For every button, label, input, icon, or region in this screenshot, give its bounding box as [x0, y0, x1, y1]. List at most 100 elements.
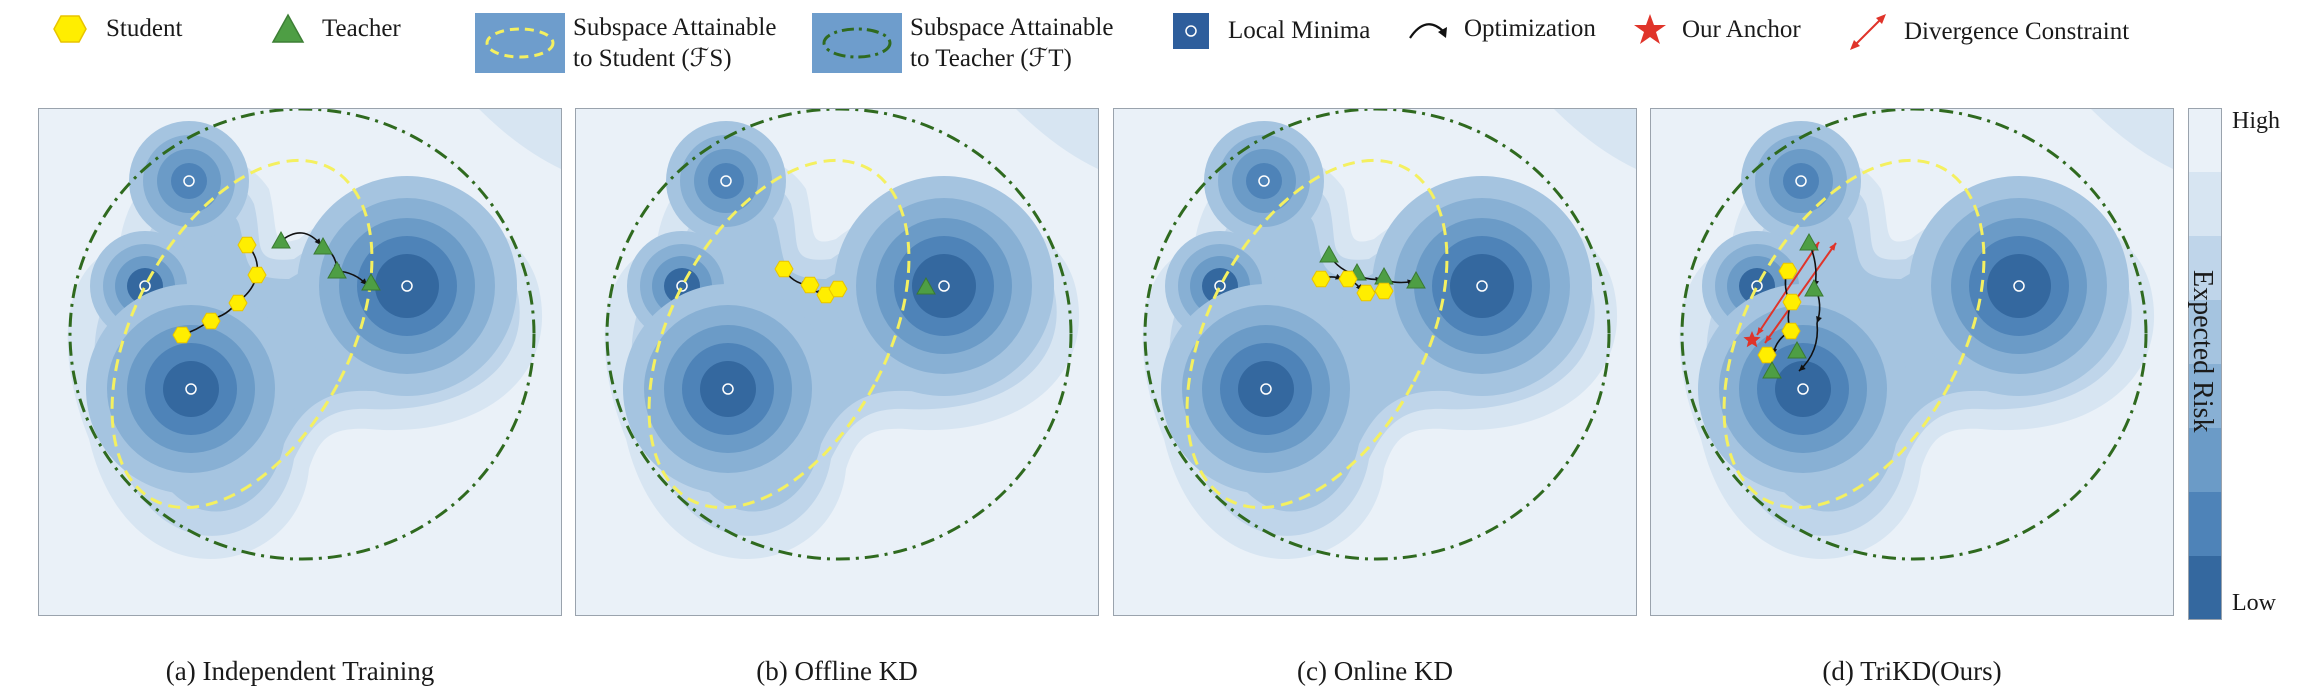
panel-offline-kd: (b) Offline KD [575, 108, 1099, 686]
subspace-student-line2: to Student (ℱS) [573, 45, 732, 72]
risk-landscape [1114, 109, 1636, 615]
legend-local-minima-label: Local Minima [1228, 17, 1371, 44]
panel-caption: (b) Offline KD [756, 656, 918, 686]
student-marker [1338, 270, 1358, 288]
teacher-triangle-icon [271, 13, 305, 43]
student-marker [172, 326, 192, 344]
subspace-teacher-icon [812, 13, 902, 73]
divergence-arrowhead [1757, 327, 1764, 335]
risk-landscape-frame [1650, 108, 2174, 616]
colorbar-high-label: High [2232, 108, 2280, 134]
local-minimum-marker [185, 383, 197, 395]
legend-divergence: Divergence Constraint [1846, 12, 2129, 52]
student-marker [1311, 270, 1331, 288]
panel-caption: (d) TriKD(Ours) [1822, 656, 2002, 686]
risk-contour [1238, 361, 1294, 417]
student-subspace-boundary [647, 158, 911, 510]
student-marker [828, 280, 848, 298]
student-hexagon-icon [53, 15, 87, 43]
risk-contour [708, 163, 744, 199]
legend: Student Teacher Subspace Attainable to S… [0, 0, 2300, 90]
local-minimum-marker [722, 383, 734, 395]
teacher-marker [271, 230, 291, 249]
local-minimum-marker [938, 280, 950, 292]
risk-contour [912, 254, 976, 318]
student-subspace-boundary [110, 158, 374, 510]
student-marker [247, 266, 267, 284]
colorbar-band [2188, 492, 2222, 556]
divergence-constraint [1764, 242, 1837, 344]
colorbar-frame [2188, 108, 2222, 620]
colorbar-band [2188, 172, 2222, 236]
local-minimum-marker [1751, 280, 1763, 292]
panel-caption: (c) Online KD [1297, 656, 1453, 686]
subspace-teacher-line2: to Teacher (ℱT) [910, 45, 1072, 72]
corner-contour [2091, 109, 2173, 169]
local-minimum-marker [1214, 280, 1226, 292]
risk-landscape [576, 109, 1098, 615]
teacher-subspace-boundary [1143, 109, 1611, 561]
student-marker [1757, 346, 1777, 364]
risk-landscape [39, 109, 561, 615]
teacher-marker [1799, 232, 1819, 251]
risk-contour [1987, 254, 2051, 318]
teacher-marker [1406, 270, 1426, 289]
panel-trikd: (d) TriKD(Ours) [1650, 108, 2174, 686]
risk-contour [1775, 361, 1831, 417]
student-marker [1356, 284, 1376, 302]
student-marker [1374, 282, 1394, 300]
legend-student-label: Student [106, 15, 183, 42]
panel-caption: (a) Independent Training [165, 656, 435, 686]
risk-contour [1783, 163, 1819, 199]
optimization-arrow-icon [1409, 23, 1447, 39]
teacher-marker [361, 272, 381, 291]
risk-contour [700, 361, 756, 417]
colorbar-band [2188, 364, 2222, 428]
student-marker [800, 276, 820, 294]
risk-contour [163, 361, 219, 417]
local-minimum-marker [720, 175, 732, 187]
teacher-marker [1787, 340, 1807, 359]
legend-local-minima: Local Minima [1172, 12, 1370, 50]
risk-landscape-frame [575, 108, 1099, 616]
colorbar-band [2188, 428, 2222, 492]
legend-subspace-student: Subspace Attainable to Student (ℱS) [475, 12, 776, 74]
teacher-subspace-boundary [1680, 109, 2148, 561]
divergence-arrow-icon [1850, 14, 1886, 50]
teacher-subspace-boundary [68, 109, 536, 561]
subspace-teacher-line1: Subspace Attainable [910, 14, 1114, 41]
colorbar-band [2188, 236, 2222, 300]
legend-optimization: Optimization [1406, 12, 1596, 46]
local-minimum-marker [1476, 280, 1488, 292]
corner-contour [1016, 109, 1098, 169]
risk-contour [1246, 163, 1282, 199]
optimization-arrowhead [1799, 364, 1806, 371]
legend-divergence-label: Divergence Constraint [1904, 18, 2130, 45]
teacher-marker [916, 276, 936, 295]
anchor-star-icon [1634, 14, 1666, 44]
legend-anchor: Our Anchor [1632, 12, 1801, 48]
student-marker [1781, 322, 1801, 340]
student-marker [228, 294, 248, 312]
colorbar-band [2188, 108, 2222, 172]
risk-landscape [1651, 109, 2173, 615]
student-marker [201, 312, 221, 330]
teacher-marker [313, 236, 333, 255]
local-minimum-marker [2013, 280, 2025, 292]
local-minimum-marker [1258, 175, 1270, 187]
subspace-student-line1: Subspace Attainable [573, 14, 777, 41]
risk-landscape-frame [1113, 108, 1637, 616]
local-minima-icon [1173, 13, 1209, 49]
risk-colorbar [2188, 108, 2222, 620]
legend-teacher-label: Teacher [322, 15, 401, 42]
panel-independent-training: (a) Independent Training [38, 108, 562, 686]
student-marker [237, 236, 257, 254]
local-minimum-marker [1795, 175, 1807, 187]
colorbar-band [2188, 556, 2222, 620]
teacher-marker [1319, 244, 1339, 263]
local-minimum-marker [401, 280, 413, 292]
panel-online-kd: (c) Online KD [1113, 108, 1637, 686]
divergence-constraint [1756, 241, 1820, 336]
local-minimum-marker [1797, 383, 1809, 395]
optimization-arrowhead [1816, 316, 1822, 323]
